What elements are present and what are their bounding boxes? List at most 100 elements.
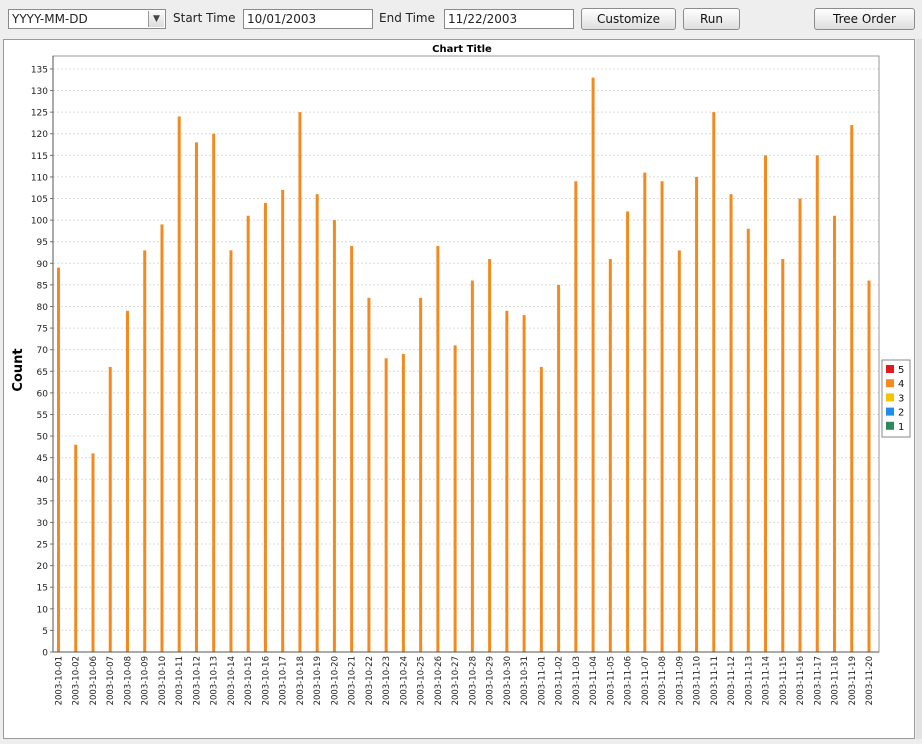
- bar[interactable]: [505, 310, 509, 652]
- bar[interactable]: [643, 172, 647, 652]
- bar[interactable]: [608, 258, 612, 652]
- x-tick-label: 2003-10-24: [399, 656, 409, 705]
- bar[interactable]: [160, 224, 164, 652]
- bar[interactable]: [695, 176, 699, 652]
- bar[interactable]: [177, 116, 181, 653]
- bar[interactable]: [798, 198, 802, 653]
- bar[interactable]: [522, 315, 526, 652]
- x-tick-label: 2003-11-19: [848, 656, 858, 705]
- x-tick-label: 2003-10-22: [365, 656, 375, 705]
- end-time-value: 11/22/2003: [448, 12, 518, 26]
- y-tick-label: 135: [31, 65, 48, 75]
- x-tick-label: 2003-10-27: [451, 656, 461, 705]
- bar[interactable]: [350, 246, 354, 652]
- bar[interactable]: [591, 77, 595, 652]
- bar[interactable]: [626, 211, 630, 652]
- bar[interactable]: [660, 181, 664, 652]
- y-tick-label: 110: [31, 173, 48, 183]
- x-tick-label: 2003-10-25: [417, 656, 427, 705]
- bar[interactable]: [729, 194, 733, 653]
- date-format-select[interactable]: YYYY-MM-DD ▼: [8, 9, 166, 29]
- y-tick-label: 65: [37, 368, 48, 378]
- bar[interactable]: [746, 228, 750, 653]
- bar[interactable]: [263, 202, 267, 652]
- x-tick-label: 2003-10-18: [296, 656, 306, 705]
- legend-swatch: [886, 365, 894, 373]
- x-tick-label: 2003-11-12: [727, 656, 737, 705]
- x-tick-label: 2003-11-14: [762, 656, 772, 705]
- bar[interactable]: [850, 125, 854, 653]
- bar[interactable]: [194, 142, 198, 652]
- y-tick-label: 90: [37, 260, 49, 270]
- bar[interactable]: [867, 280, 871, 652]
- bars: [57, 77, 871, 653]
- bar[interactable]: [488, 258, 492, 652]
- y-tick-label: 125: [31, 109, 48, 119]
- start-time-input[interactable]: 10/01/2003: [243, 9, 373, 29]
- x-tick-label: 2003-11-02: [555, 656, 565, 705]
- x-tick-label: 2003-10-23: [382, 656, 392, 705]
- x-tick-label: 2003-11-13: [744, 656, 754, 705]
- bar[interactable]: [574, 181, 578, 652]
- x-tick-label: 2003-10-02: [72, 656, 82, 705]
- bar[interactable]: [246, 215, 250, 652]
- bar[interactable]: [557, 284, 561, 652]
- x-tick-label: 2003-10-12: [192, 656, 202, 705]
- tree-order-button[interactable]: Tree Order: [814, 8, 915, 30]
- bar[interactable]: [677, 250, 681, 652]
- bar[interactable]: [229, 250, 233, 652]
- legend-label: 1: [898, 422, 904, 433]
- x-tick-label: 2003-10-31: [520, 656, 530, 705]
- bar[interactable]: [212, 133, 216, 652]
- start-time-value: 10/01/2003: [247, 12, 317, 26]
- y-tick-label: 105: [31, 195, 48, 205]
- chevron-down-icon[interactable]: ▼: [148, 11, 164, 27]
- bar[interactable]: [453, 345, 457, 652]
- customize-button[interactable]: Customize: [581, 8, 676, 30]
- bar[interactable]: [436, 246, 440, 652]
- bar[interactable]: [74, 444, 78, 652]
- bar[interactable]: [764, 155, 768, 652]
- bar[interactable]: [539, 366, 543, 652]
- legend-label: 3: [898, 393, 904, 404]
- bar[interactable]: [298, 112, 302, 653]
- bar[interactable]: [815, 155, 819, 652]
- x-tick-label: 2003-10-30: [503, 656, 513, 705]
- x-tick-label: 2003-10-13: [210, 656, 220, 705]
- y-tick-label: 115: [31, 152, 48, 162]
- bar[interactable]: [108, 366, 112, 652]
- bar[interactable]: [125, 310, 129, 652]
- y-tick-label: 25: [37, 541, 48, 551]
- bar[interactable]: [91, 453, 95, 652]
- bar[interactable]: [315, 194, 319, 653]
- bar[interactable]: [401, 354, 405, 652]
- bar[interactable]: [470, 280, 474, 652]
- bar[interactable]: [367, 297, 371, 652]
- x-tick-label: 2003-10-15: [244, 656, 254, 705]
- legend-label: 4: [898, 379, 904, 390]
- chart-panel: Chart Title Count 0 5 10 15 20 25 30 35 40 45 50 55…: [3, 39, 915, 739]
- bar[interactable]: [833, 215, 837, 652]
- x-tick-label: 2003-10-16: [261, 656, 271, 705]
- bar[interactable]: [712, 112, 716, 653]
- bar[interactable]: [384, 358, 388, 652]
- end-time-input[interactable]: 11/22/2003: [444, 9, 574, 29]
- bar[interactable]: [281, 189, 285, 652]
- run-button[interactable]: Run: [683, 8, 740, 30]
- x-tick-label: 2003-11-10: [693, 656, 703, 705]
- bar[interactable]: [143, 250, 147, 652]
- bar[interactable]: [419, 297, 423, 652]
- panel-edge: [916, 39, 922, 739]
- bar[interactable]: [781, 258, 785, 652]
- bar[interactable]: [57, 267, 60, 652]
- x-tick-label: 2003-11-09: [675, 656, 685, 705]
- y-tick-label: 20: [37, 562, 49, 572]
- y-tick-label: 5: [42, 627, 48, 637]
- legend-swatch: [886, 407, 894, 416]
- chart-title: Chart Title: [432, 44, 492, 55]
- x-tick-label: 2003-11-03: [572, 656, 582, 705]
- y-tick-label: 95: [37, 238, 48, 248]
- x-tick-label: 2003-10-07: [106, 656, 116, 705]
- bar[interactable]: [332, 220, 336, 652]
- date-format-value: YYYY-MM-DD: [12, 12, 88, 26]
